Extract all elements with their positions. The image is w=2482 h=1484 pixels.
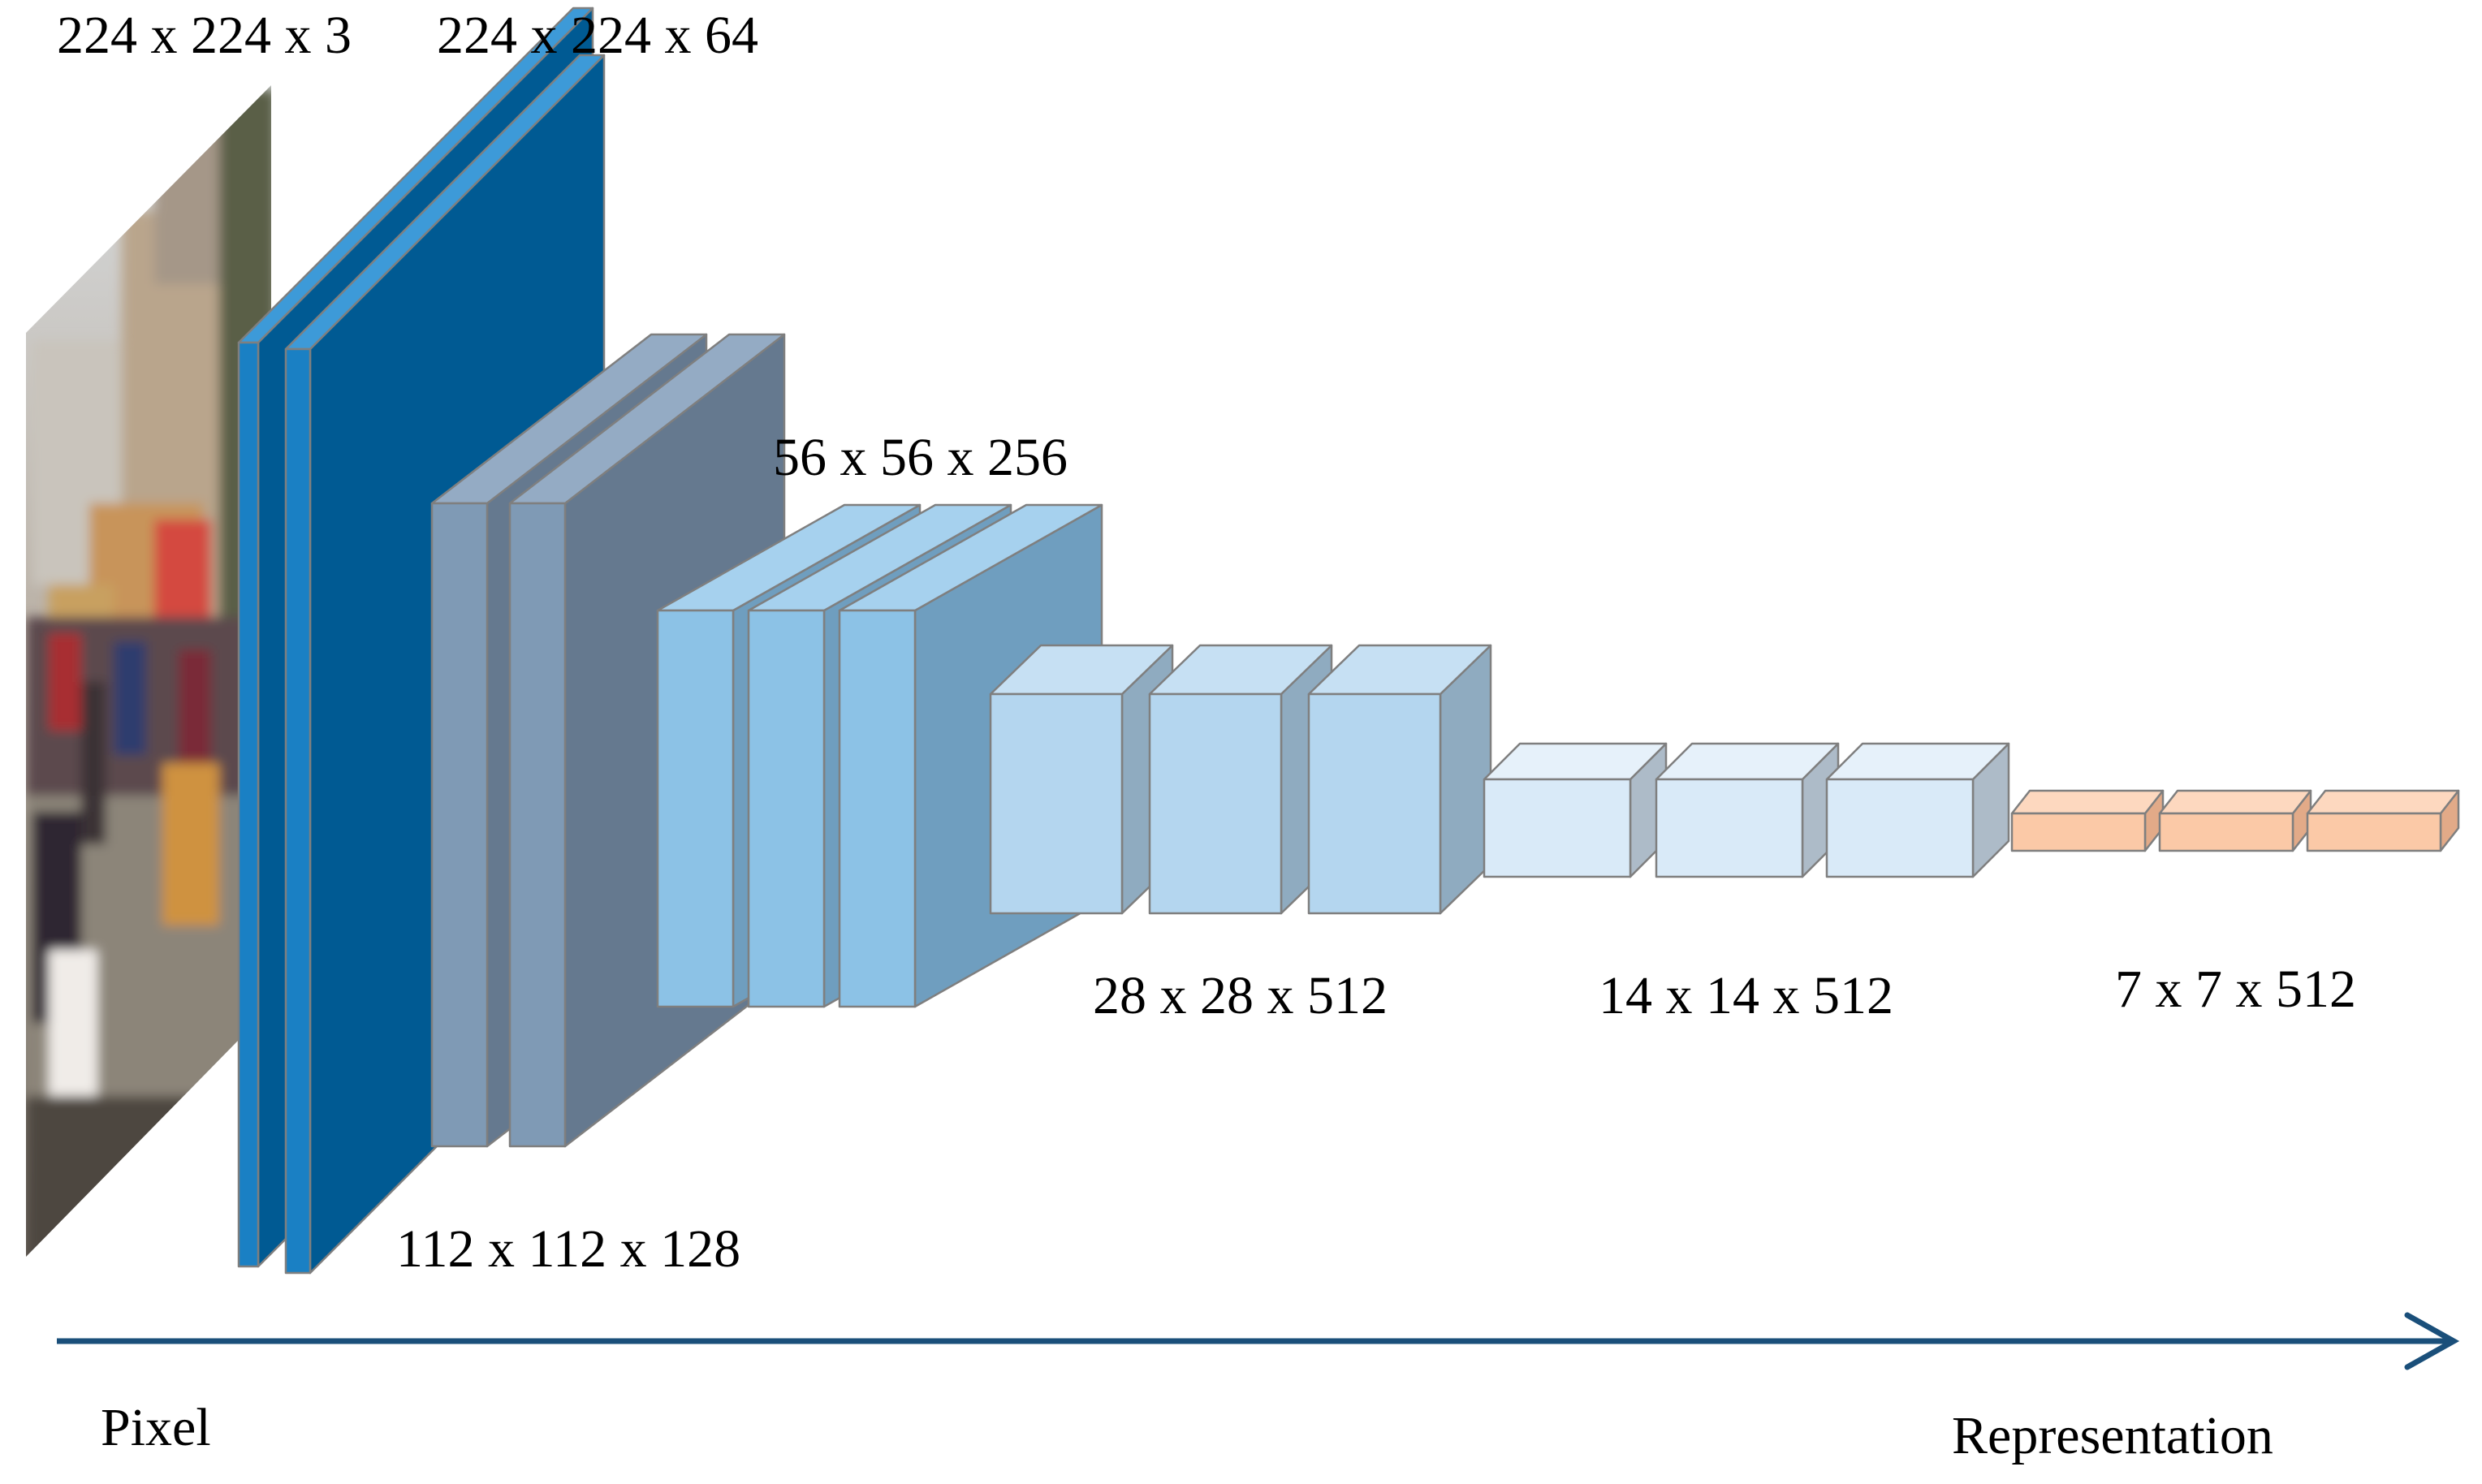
- label-pixel: Pixel: [101, 1398, 211, 1457]
- pool5-block-2: [2160, 791, 2311, 851]
- conv1-block-2-front-face: [286, 349, 310, 1273]
- label-conv5-size: 14 x 14 x 512: [1599, 966, 1893, 1025]
- pool5-block-3-front-face: [2307, 813, 2441, 851]
- conv4-block-3-front-face: [1309, 694, 1440, 913]
- label-input-size: 224 x 224 x 3: [57, 6, 352, 65]
- conv4-block-2-front-face: [1150, 694, 1281, 913]
- label-representation: Representation: [1952, 1406, 2273, 1465]
- conv3-block-3-front-face: [840, 610, 915, 1007]
- label-conv1-size: 224 x 224 x 64: [437, 6, 758, 65]
- conv4-block-1-front-face: [991, 694, 1122, 913]
- conv2-block-2-front-face: [510, 503, 565, 1146]
- conv4-block-1: [991, 645, 1172, 913]
- conv5-block-2: [1656, 744, 1838, 877]
- pool5-block-3-top-face: [2307, 791, 2458, 813]
- pool5-block-3: [2307, 791, 2458, 851]
- conv4-block-2: [1150, 645, 1332, 913]
- conv1-block-1-front-face: [239, 343, 258, 1266]
- label-conv4-size: 28 x 28 x 512: [1093, 966, 1388, 1025]
- conv2-block-1-front-face: [432, 503, 487, 1146]
- pixel-to-representation-arrow: [57, 1315, 2454, 1367]
- conv5-block-1: [1484, 744, 1666, 877]
- label-pool5-size: 7 x 7 x 512: [2115, 960, 2356, 1019]
- conv5-block-1-front-face: [1484, 779, 1630, 877]
- conv3-block-2-front-face: [749, 610, 824, 1007]
- pool5-block-1: [2012, 791, 2163, 851]
- conv5-block-3: [1827, 744, 2009, 877]
- conv5-block-2-front-face: [1656, 779, 1802, 877]
- label-conv2-size: 112 x 112 x 128: [396, 1219, 740, 1279]
- conv4-block-3: [1309, 645, 1491, 913]
- layer-blocks: [239, 8, 2458, 1273]
- pool5-block-1-top-face: [2012, 791, 2163, 813]
- pool5-block-1-front-face: [2012, 813, 2145, 851]
- label-conv3-size: 56 x 56 x 256: [773, 428, 1068, 487]
- conv3-block-1-front-face: [658, 610, 733, 1007]
- pool5-block-2-front-face: [2160, 813, 2293, 851]
- conv5-block-3-front-face: [1827, 779, 1973, 877]
- pool5-block-2-top-face: [2160, 791, 2311, 813]
